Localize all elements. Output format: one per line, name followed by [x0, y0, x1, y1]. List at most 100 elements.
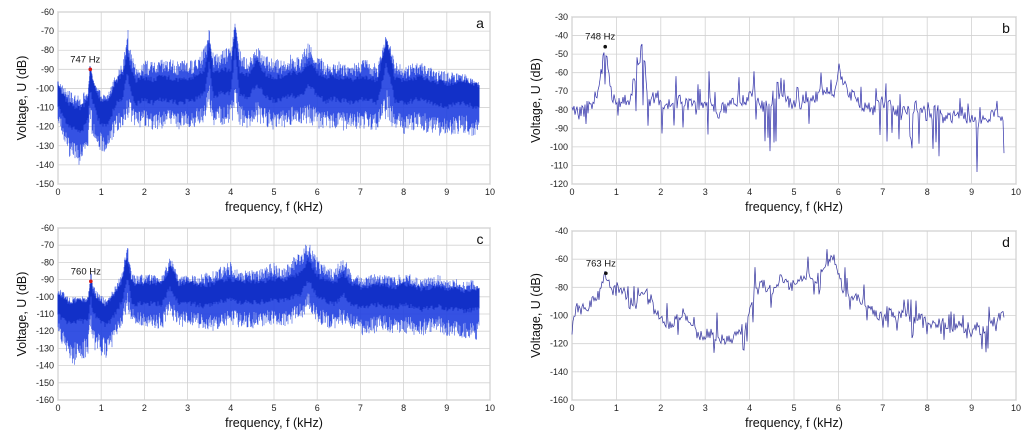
x-tick-label-b: 2 — [658, 187, 663, 197]
x-tick-label-a: 9 — [444, 187, 449, 197]
x-tick-label-d: 1 — [614, 403, 619, 413]
y-tick-label-c: -80 — [41, 257, 54, 267]
data-trace-c — [57, 244, 480, 365]
x-tick-label-a: 10 — [485, 187, 495, 197]
y-tick-label-c: -160 — [36, 395, 54, 405]
chart-panel-b: 0 1 2 3 4 5 6 7 8 9 10 -30 -40 -50 -60 -70 -80 -90 -100 -11… — [514, 0, 1029, 216]
x-axis-label-a: frequency, f (kHz) — [225, 200, 323, 214]
chart-svg-b: 0 1 2 3 4 5 6 7 8 9 10 -30 -40 -50 -60 -70 -80 -90 -100 -11… — [529, 12, 1021, 214]
y-axis-label-d: Voltage, U (dB) — [529, 273, 543, 358]
x-tick-label-a: 7 — [358, 187, 363, 197]
y-tick-label-b: -50 — [555, 49, 568, 59]
line-series-d — [571, 249, 1005, 353]
y-tick-label-d: -140 — [550, 367, 568, 377]
x-tick-label-d: 9 — [969, 403, 974, 413]
y-tick-label-b: -120 — [550, 179, 568, 189]
x-axis-label-d: frequency, f (kHz) — [745, 416, 843, 430]
noise-core-c — [57, 258, 480, 327]
panel-letter-d: d — [1002, 234, 1010, 250]
x-tick-label-a: 1 — [99, 187, 104, 197]
y-axis-label-b: Voltage, U (dB) — [529, 58, 543, 143]
x-tick-label-a: 0 — [55, 187, 60, 197]
x-tick-label-a: 3 — [185, 187, 190, 197]
y-tick-label-b: -90 — [555, 123, 568, 133]
data-trace-d — [571, 249, 1005, 353]
chart-svg-d: 0 1 2 3 4 5 6 7 8 9 10 -40 -60 -80 -100 -120 -140 -160 fre… — [529, 226, 1021, 430]
data-trace-b — [571, 43, 1005, 173]
x-tick-label-c: 5 — [271, 403, 276, 413]
y-tick-label-d: -100 — [550, 311, 568, 321]
y-tick-label-d: -40 — [555, 226, 568, 236]
y-tick-label-c: -100 — [36, 292, 54, 302]
y-axis-label-a: Voltage, U (dB) — [15, 56, 29, 141]
y-tick-label-b: -30 — [555, 12, 568, 22]
x-tick-label-c: 8 — [401, 403, 406, 413]
y-tick-label-a: -70 — [41, 26, 54, 36]
chart-panel-d: 0 1 2 3 4 5 6 7 8 9 10 -40 -60 -80 -100 -120 -140 -160 fre… — [514, 216, 1029, 433]
y-tick-label-a: -100 — [36, 83, 54, 93]
x-tick-label-c: 7 — [358, 403, 363, 413]
y-tick-label-c: -70 — [41, 240, 54, 250]
y-tick-label-b: -80 — [555, 105, 568, 115]
x-tick-label-d: 4 — [747, 403, 752, 413]
y-tick-label-d: -120 — [550, 339, 568, 349]
x-tick-label-c: 2 — [142, 403, 147, 413]
panel-letter-a: a — [476, 15, 484, 31]
y-tick-label-b: -60 — [555, 68, 568, 78]
peak-marker-c — [89, 279, 93, 284]
x-tick-label-d: 3 — [703, 403, 708, 413]
x-tick-label-d: 0 — [569, 403, 574, 413]
line-series-b — [571, 43, 1005, 173]
x-tick-label-b: 8 — [925, 187, 930, 197]
y-tick-label-b: -70 — [555, 86, 568, 96]
x-axis-label-b: frequency, f (kHz) — [745, 200, 843, 214]
x-tick-label-d: 6 — [836, 403, 841, 413]
y-tick-label-d: -60 — [555, 254, 568, 264]
x-tick-label-d: 10 — [1011, 403, 1021, 413]
x-tick-label-b: 10 — [1011, 187, 1021, 197]
noise-core-a — [57, 27, 480, 133]
y-tick-label-c: -130 — [36, 343, 54, 353]
panel-letter-c: c — [477, 231, 484, 247]
peak-annotation-d: 763 Hz — [586, 258, 616, 269]
x-tick-label-d: 2 — [658, 403, 663, 413]
y-tick-label-a: -150 — [36, 179, 54, 189]
peak-annotation-b: 748 Hz — [585, 32, 615, 43]
y-tick-label-a: -140 — [36, 160, 54, 170]
y-tick-label-c: -110 — [37, 309, 54, 319]
chart-svg-a: 0 1 2 3 4 5 6 7 8 9 10 -60 -70 -80 -90 -100 -110 -120 -130… — [15, 7, 495, 214]
y-tick-label-c: -150 — [36, 378, 54, 388]
x-tick-label-b: 5 — [791, 187, 796, 197]
y-tick-label-c: -140 — [36, 361, 54, 371]
y-tick-label-b: -110 — [551, 160, 568, 170]
x-tick-label-b: 3 — [703, 187, 708, 197]
data-trace-a — [57, 23, 480, 165]
x-tick-label-a: 2 — [142, 187, 147, 197]
y-tick-label-a: -110 — [37, 103, 54, 113]
x-tick-label-c: 3 — [185, 403, 190, 413]
peak-marker-a — [88, 67, 93, 72]
x-tick-label-a: 5 — [271, 187, 276, 197]
x-tick-label-b: 1 — [614, 187, 619, 197]
y-tick-label-c: -120 — [36, 326, 54, 336]
x-tick-label-a: 8 — [401, 187, 406, 197]
x-tick-label-b: 7 — [880, 187, 885, 197]
x-tick-label-c: 4 — [228, 403, 233, 413]
y-tick-label-b: -100 — [550, 142, 568, 152]
y-tick-label-b: -40 — [555, 31, 568, 41]
x-tick-label-d: 8 — [925, 403, 930, 413]
panel-letter-b: b — [1002, 20, 1010, 36]
x-tick-label-c: 10 — [485, 403, 495, 413]
x-tick-label-c: 1 — [99, 403, 104, 413]
y-tick-label-c: -90 — [41, 275, 54, 285]
peak-annotation-a: 747 Hz — [70, 54, 100, 65]
x-tick-label-a: 6 — [315, 187, 320, 197]
peak-marker-d — [604, 271, 608, 276]
y-tick-label-a: -120 — [36, 122, 54, 132]
x-axis-label-c: frequency, f (kHz) — [225, 416, 323, 430]
x-tick-label-d: 5 — [791, 403, 796, 413]
x-tick-label-a: 4 — [228, 187, 233, 197]
y-tick-label-a: -60 — [41, 7, 54, 17]
y-axis-label-c: Voltage, U (dB) — [15, 272, 29, 357]
